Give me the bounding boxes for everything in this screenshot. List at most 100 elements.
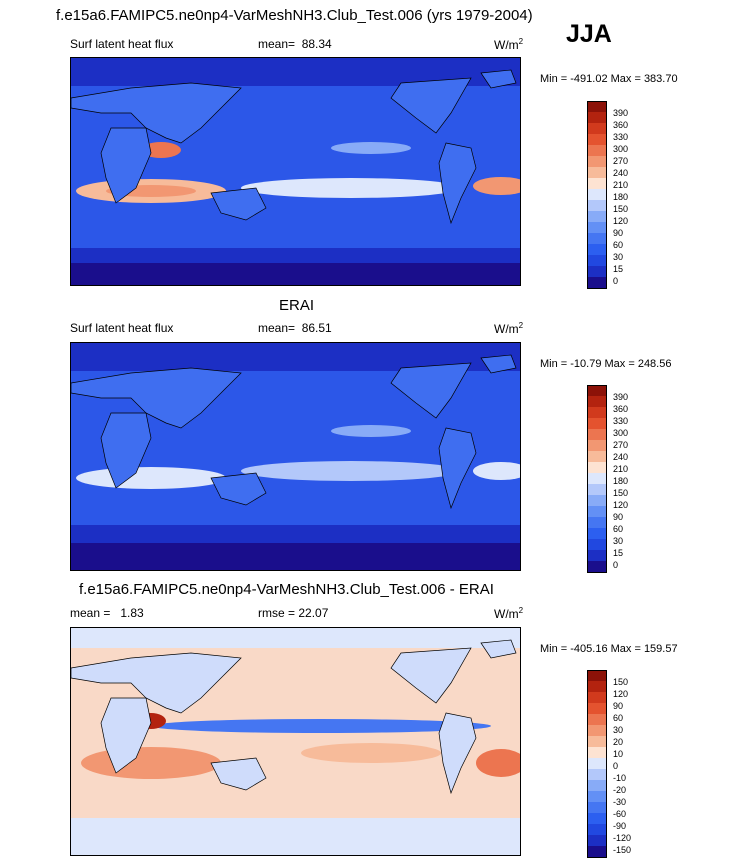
panel2-indian-high — [76, 467, 226, 489]
panel3-pacific-warm — [301, 743, 441, 763]
panel3-tick: -20 — [613, 785, 627, 795]
panel1-colorbar-swatch — [587, 145, 607, 157]
panel3-colorbar-swatch — [587, 846, 607, 858]
panel2-colorbar-swatch — [587, 495, 607, 507]
panel1-units-text: W/m — [494, 38, 519, 52]
panel2-eurasia — [71, 367, 242, 429]
panel2-colorbar-swatch — [587, 484, 607, 496]
panel3-africa — [100, 697, 152, 774]
panel1-colorbar-swatch — [587, 222, 607, 234]
panel1-africa — [100, 127, 152, 204]
panel1-tick: 15 — [613, 264, 624, 274]
panel2-colorbar-swatch — [587, 396, 607, 408]
panel1-south-america — [438, 142, 477, 225]
panel2-tick: 270 — [613, 440, 629, 450]
panel3-southern-band — [71, 818, 520, 855]
panel3-tick: 20 — [613, 737, 624, 747]
panel1-mean-label: mean= — [258, 37, 296, 51]
panel3-colorbar-swatch — [587, 703, 607, 715]
panel1-units-exp: 2 — [518, 37, 524, 46]
panel3-eurasia — [71, 652, 242, 714]
panel1-tick: 360 — [613, 120, 629, 130]
panel1-units: W/m2 — [494, 37, 524, 52]
panel2-colorbar-swatch — [587, 429, 607, 441]
panel1-tick: 240 — [613, 168, 629, 178]
panel1-mean: mean= 88.34 — [258, 38, 332, 50]
panel3-colorbar-swatch — [587, 714, 607, 726]
panel2-tick: 180 — [613, 476, 629, 486]
panel3-map-svg — [71, 628, 520, 855]
panel2-tick: 300 — [613, 428, 629, 438]
panel3-min-max: Min = -405.16 Max = 159.57 — [540, 643, 678, 655]
panel3-colorbar-swatch — [587, 736, 607, 748]
panel3-tick: -10 — [613, 773, 627, 783]
panel1-map-svg — [71, 58, 520, 285]
panel2-units-text: W/m — [494, 322, 519, 336]
panel1-colorbar-swatch — [587, 123, 607, 135]
panel2-tick: 120 — [613, 500, 629, 510]
panel2-units-exp: 2 — [518, 321, 524, 330]
panel2-colorbar-swatch — [587, 561, 607, 573]
panel2-mean: mean= 86.51 — [258, 322, 332, 334]
panel3-colorbar-swatch — [587, 769, 607, 781]
panel1-variable-label: Surf latent heat flux — [70, 37, 174, 51]
panel2-mean-label: mean= — [258, 321, 296, 335]
panel1-colorbar-swatch — [587, 266, 607, 278]
panel2-colorbar-swatch — [587, 528, 607, 540]
panel3-units: W/m2 — [494, 606, 524, 621]
panel1-colorbar-swatch — [587, 255, 607, 267]
panel1-tick: 150 — [613, 204, 629, 214]
panel2-africa — [100, 412, 152, 489]
panel3-continents — [71, 639, 517, 795]
panel1-eurasia — [71, 82, 242, 144]
panel3-colorbar-swatch — [587, 747, 607, 759]
panel3-rmse-label: rmse = — [258, 606, 296, 620]
panel3-colorbar-swatch — [587, 725, 607, 737]
panel3-south-america — [438, 712, 477, 795]
panel1-colorbar-swatch — [587, 211, 607, 223]
panel3-colorbar-swatch — [587, 758, 607, 770]
panel3-tick: 60 — [613, 713, 624, 723]
panel1-npac-band — [331, 142, 411, 154]
panel1-colorbar-swatch — [587, 244, 607, 256]
panel2-map — [70, 342, 521, 571]
panel1-tick: 0 — [613, 276, 619, 286]
figure-title: f.e15a6.FAMIPC5.ne0np4-VarMeshNH3.Club_T… — [56, 7, 533, 24]
panel1-australia — [210, 187, 267, 221]
panel1-tick: 330 — [613, 132, 629, 142]
panel1-arabian-sea — [141, 142, 181, 158]
panel2-north-america — [390, 362, 472, 419]
panel1-continents — [71, 69, 517, 225]
panel1-colorbar-swatch — [587, 156, 607, 168]
panel2-tick: 60 — [613, 524, 624, 534]
panel3-rmse: rmse = 22.07 — [258, 607, 328, 619]
panel2-tick: 90 — [613, 512, 624, 522]
panel2-colorbar-swatch — [587, 517, 607, 529]
panel1-colorbar-swatch — [587, 189, 607, 201]
panel3-colorbar-swatch — [587, 780, 607, 792]
panel2-npac-band — [331, 425, 411, 437]
panel2-subtitle: ERAI — [279, 297, 315, 314]
panel3-tick: -60 — [613, 809, 627, 819]
panel2-units: W/m2 — [494, 321, 524, 336]
panel1-polar-band — [71, 263, 520, 285]
panel2-mean-value: 86.51 — [301, 321, 332, 335]
panel1-colorbar-swatch — [587, 134, 607, 146]
panel2-colorbar-swatch — [587, 407, 607, 419]
panel1-tick: 300 — [613, 144, 629, 154]
panel1-tick: 60 — [613, 240, 624, 250]
panel3-colorbar-swatch — [587, 681, 607, 693]
panel3-units-exp: 2 — [518, 606, 524, 615]
panel3-tick: -30 — [613, 797, 627, 807]
panel1-map — [70, 57, 521, 286]
panel3-subtitle: f.e15a6.FAMIPC5.ne0np4-VarMeshNH3.Club_T… — [79, 581, 494, 598]
panel2-tick: 390 — [613, 392, 629, 402]
panel3-north-america — [390, 647, 472, 704]
panel2-atlantic-high — [473, 462, 520, 480]
panel1-tick: 210 — [613, 180, 629, 190]
panel3-map — [70, 627, 521, 856]
panel1-colorbar-swatch — [587, 233, 607, 245]
panel2-tick: 330 — [613, 416, 629, 426]
panel2-variable-label: Surf latent heat flux — [70, 321, 174, 335]
panel2-colorbar-swatch — [587, 385, 607, 397]
